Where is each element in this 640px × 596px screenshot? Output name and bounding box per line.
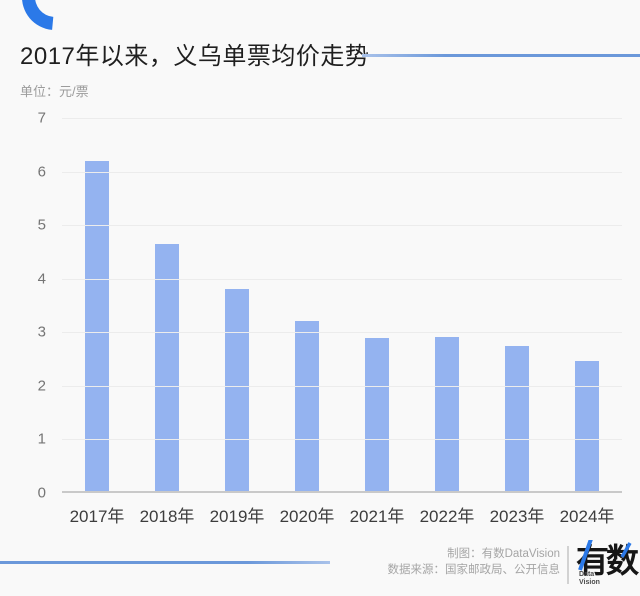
y-tick-label: 3 (37, 323, 46, 341)
y-axis: 0 1 2 3 4 5 6 7 (0, 110, 46, 502)
bar-column (62, 118, 132, 493)
bar-2019年 (225, 288, 249, 492)
gridline (62, 385, 622, 387)
bar-column (552, 118, 622, 493)
unit-label: 单位：元/票 (20, 84, 89, 99)
bars-container (62, 118, 622, 493)
x-axis-line (62, 491, 622, 493)
y-tick-label: 1 (37, 430, 46, 448)
x-tick-label: 2022年 (419, 507, 475, 526)
bar-2024年 (575, 360, 599, 492)
x-tick-label: 2023年 (489, 507, 545, 526)
y-tick-label: 0 (37, 484, 46, 502)
logo-slash-icon (578, 540, 632, 571)
y-tick-label: 7 (37, 109, 46, 127)
gridline (62, 225, 622, 227)
bar-column (272, 118, 342, 493)
datavision-logo: 有数 Data Vision (574, 540, 639, 594)
bar-2021年 (365, 338, 389, 492)
title-rule (362, 54, 640, 57)
gridline (62, 278, 622, 280)
x-tick-label: 2024年 (559, 507, 615, 526)
logo-sub-data: Data (579, 571, 595, 578)
x-tick-label: 2020年 (279, 507, 335, 526)
chart-title: 2017年以来，义乌单票均价走势 (20, 43, 370, 70)
bar-2018年 (155, 243, 179, 492)
plot-area (62, 118, 622, 493)
bar-column (132, 118, 202, 493)
bar-column (342, 118, 412, 493)
gridline (62, 439, 622, 441)
gridline (62, 171, 622, 173)
bar-2022年 (435, 336, 459, 492)
x-tick-label: 2021年 (349, 507, 405, 526)
decorative-arc-icon (22, 0, 54, 30)
bar-column (202, 118, 272, 493)
footer-credits: 制图：有数DataVision 数据来源：国家邮政局、公开信息 (388, 546, 561, 578)
x-tick-label: 2017年 (69, 507, 125, 526)
credit-line: 制图：有数DataVision (447, 548, 560, 560)
x-tick-label: 2018年 (139, 507, 195, 526)
x-axis: 2017年 2018年 2019年 2020年 2021年 2022年 2023年 2024年 (62, 502, 622, 527)
logo-sub-vision: Vision (579, 579, 600, 586)
gridline (62, 118, 622, 119)
y-tick-label: 2 (37, 377, 46, 395)
y-tick-label: 6 (37, 163, 46, 181)
bar-column (412, 118, 482, 493)
y-tick-label: 4 (37, 270, 46, 288)
bottom-rule (0, 561, 330, 564)
source-line: 数据来源：国家邮政局、公开信息 (387, 564, 561, 576)
x-tick-label: 2019年 (209, 507, 265, 526)
y-tick-label: 5 (37, 216, 46, 234)
bar-2017年 (85, 161, 109, 492)
bar-2020年 (295, 320, 319, 492)
footer-divider (567, 546, 569, 584)
bar-column (482, 118, 552, 493)
gridline (62, 332, 622, 334)
bar-2023年 (505, 346, 529, 492)
logo-subtext: Data Vision (579, 571, 600, 587)
